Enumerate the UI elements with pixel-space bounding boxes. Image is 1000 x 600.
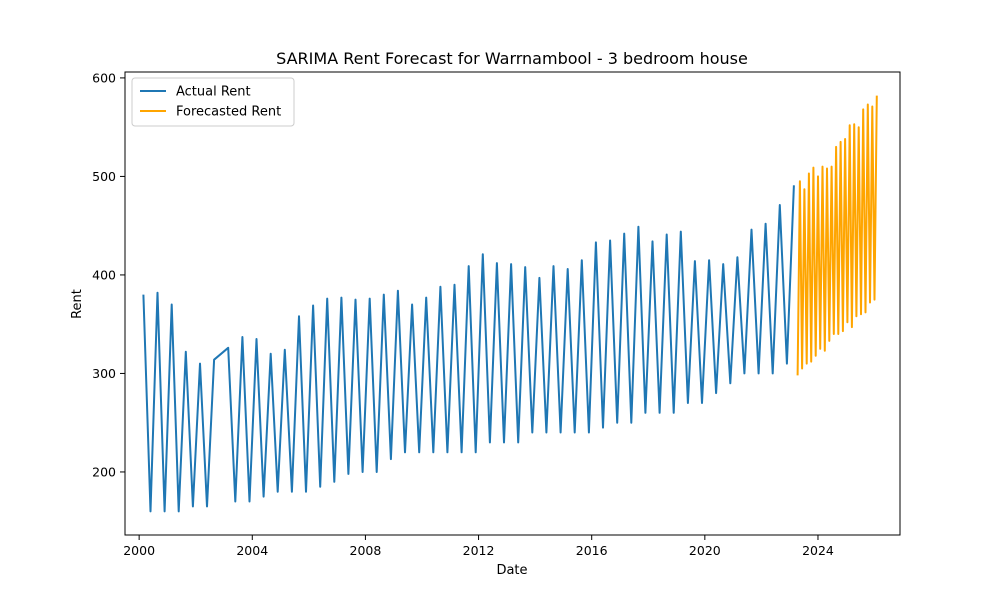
y-tick-label: 400	[92, 267, 116, 282]
x-tick-label: 2004	[236, 543, 268, 558]
x-tick-label: 2008	[350, 543, 382, 558]
chart-title: SARIMA Rent Forecast for Warrnambool - 3…	[276, 49, 748, 68]
x-tick-label: 2024	[802, 543, 834, 558]
y-axis-label: Rent	[70, 289, 85, 319]
y-tick-label: 600	[92, 70, 116, 85]
legend-label-actual: Actual Rent	[176, 85, 251, 100]
x-axis: 2000 2004 2008 2012 2016 2020 2024	[123, 535, 834, 558]
legend: Actual Rent Forecasted Rent	[131, 77, 295, 127]
series-layer	[142, 95, 878, 513]
legend-box	[131, 77, 295, 127]
plot-area	[124, 71, 901, 536]
y-tick-label: 200	[92, 464, 116, 479]
x-axis-label: Date	[496, 563, 527, 578]
x-tick-label: 2000	[123, 543, 155, 558]
x-tick-label: 2020	[689, 543, 721, 558]
plot-frame	[124, 71, 901, 536]
series-line-actual	[142, 185, 795, 513]
legend-label-forecast: Forecasted Rent	[176, 105, 281, 120]
y-tick-label: 300	[92, 366, 116, 381]
series-line-forecast	[796, 95, 878, 376]
x-tick-label: 2012	[463, 543, 495, 558]
y-axis: 200 300 400 500 600	[92, 70, 125, 479]
x-tick-label: 2016	[576, 543, 608, 558]
y-tick-label: 500	[92, 169, 116, 184]
